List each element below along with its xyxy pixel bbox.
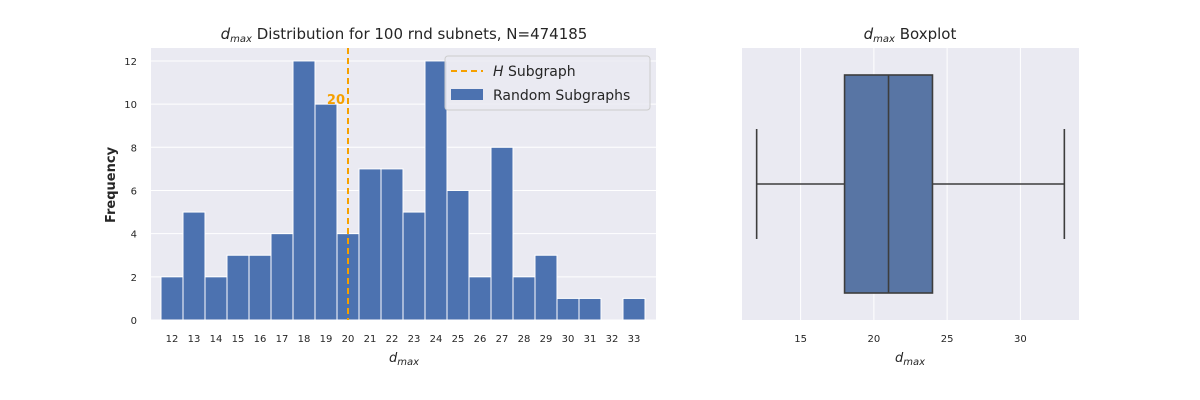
histogram-bar (226, 254, 250, 321)
histogram-bars (160, 60, 646, 321)
boxplot-title: dmax Boxplot (864, 25, 957, 45)
histogram-y-tick-label: 0 (131, 316, 137, 327)
boxplot-panel: 15 20 25 30 dmax Boxplot dmax (742, 25, 1079, 368)
histogram-bar (446, 189, 470, 321)
histogram-x-tick-label: 22 (386, 334, 399, 345)
boxplot-x-tick-label: 30 (1014, 334, 1027, 345)
histogram-x-tick-label: 17 (276, 334, 289, 345)
histogram-y-tick-label: 12 (124, 57, 137, 68)
histogram-bar (512, 276, 536, 321)
histogram-x-tick-labels: 12 13 14 15 16 17 18 19 20 21 22 23 24 25 26 27 28 29 30 31… (166, 334, 641, 345)
histogram-bar (160, 276, 184, 321)
histogram-y-axis-label: Frequency (104, 146, 119, 223)
histogram-x-tick-label: 23 (408, 334, 421, 345)
histogram-bar (336, 233, 360, 321)
histogram-bar (380, 168, 404, 321)
histogram-y-tick-label: 2 (131, 273, 137, 284)
boxplot-shapes (755, 74, 1066, 294)
histogram-bar (204, 276, 228, 321)
histogram-y-tick-labels: 0 2 4 6 8 10 12 (124, 57, 137, 327)
histogram-bar (270, 233, 294, 321)
histogram-x-tick-label: 14 (210, 334, 223, 345)
legend-frame (444, 55, 651, 111)
histogram-x-tick-label: 19 (320, 334, 333, 345)
histogram-bar (578, 297, 602, 321)
h-subgraph-value-label: 20 (327, 93, 345, 108)
histogram-x-tick-label: 21 (364, 334, 377, 345)
histogram-x-tick-label: 28 (518, 334, 531, 345)
histogram-bar (248, 254, 272, 321)
histogram-bar (358, 168, 382, 321)
histogram-x-tick-label: 33 (628, 334, 641, 345)
histogram-bar (534, 254, 558, 321)
histogram-x-tick-label: 13 (188, 334, 201, 345)
legend-h-subgraph-label: H Subgraph (493, 64, 576, 80)
histogram-bar (314, 103, 338, 321)
boxplot-x-tick-label: 20 (868, 334, 881, 345)
boxplot-x-tick-label: 15 (794, 334, 807, 345)
histogram-x-tick-label: 16 (254, 334, 267, 345)
legend-random-subgraphs-swatch (451, 89, 483, 100)
histogram-x-tick-label: 12 (166, 334, 179, 345)
boxplot-x-axis-label: dmax (895, 351, 925, 368)
histogram-bar (292, 60, 316, 321)
histogram-x-tick-label: 27 (496, 334, 509, 345)
histogram-x-tick-label: 20 (342, 334, 355, 345)
histogram-x-tick-label: 26 (474, 334, 487, 345)
histogram-bar (402, 211, 426, 321)
histogram-bar (424, 60, 448, 321)
histogram-x-tick-label: 30 (562, 334, 575, 345)
histogram-y-tick-label: 6 (131, 186, 137, 197)
histogram-bar (468, 276, 492, 321)
histogram-y-tick-label: 4 (131, 230, 137, 241)
histogram-x-tick-label: 15 (232, 334, 245, 345)
histogram-y-tick-label: 10 (124, 100, 137, 111)
histogram-x-axis-label: dmax (389, 351, 419, 368)
histogram-x-tick-label: 25 (452, 334, 465, 345)
histogram-x-tick-label: 32 (606, 334, 619, 345)
histogram-x-tick-label: 31 (584, 334, 597, 345)
histogram-y-tick-label: 8 (131, 143, 137, 154)
histogram-title: dmax Distribution for 100 rnd subnets, N… (221, 25, 588, 45)
boxplot-x-tick-label: 25 (941, 334, 954, 345)
histogram-x-tick-label: 29 (540, 334, 553, 345)
legend-random-subgraphs-label: Random Subgraphs (493, 88, 630, 104)
histogram-bar (490, 146, 514, 321)
histogram-legend: H Subgraph Random Subgraphs (444, 55, 651, 111)
boxplot-x-tick-labels: 15 20 25 30 (794, 334, 1027, 345)
histogram-x-tick-label: 24 (430, 334, 443, 345)
histogram-x-tick-label: 18 (298, 334, 311, 345)
histogram-bar (556, 297, 580, 321)
histogram-bar (182, 211, 206, 321)
histogram-bar (622, 297, 646, 321)
